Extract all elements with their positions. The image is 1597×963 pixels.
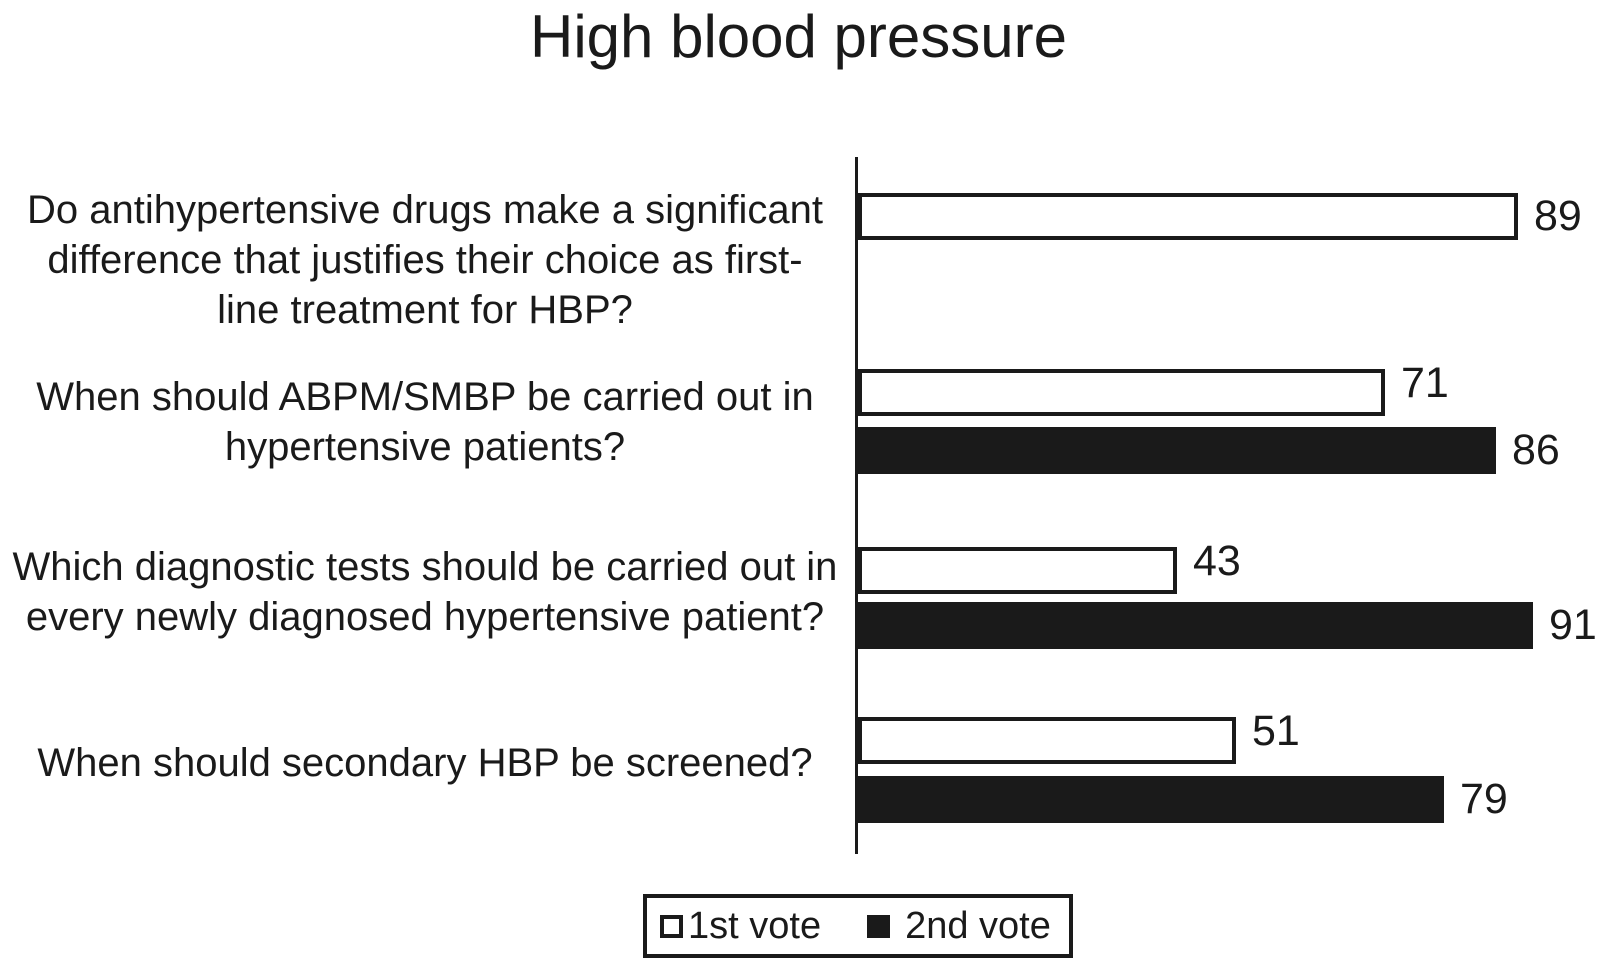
question-label-line: line treatment for HBP? bbox=[217, 288, 633, 332]
question-label-q3: Which diagnostic tests should be carried… bbox=[0, 542, 850, 642]
bar-2nd-vote-q3 bbox=[858, 602, 1533, 649]
bar-1st-vote-q4 bbox=[858, 717, 1236, 764]
bar-1st-vote-q3 bbox=[858, 547, 1177, 594]
question-label-line: When should secondary HBP be screened? bbox=[37, 741, 813, 785]
bar-value-label-1st-vote-q1: 89 bbox=[1534, 192, 1582, 240]
question-label-line: Which diagnostic tests should be carried… bbox=[12, 545, 838, 589]
legend-item-2nd-vote: 2nd vote bbox=[867, 905, 1051, 948]
y-axis-line bbox=[855, 157, 858, 854]
legend: 1st vote 2nd vote bbox=[643, 894, 1073, 958]
bar-1st-vote-q1 bbox=[858, 193, 1518, 240]
question-label-q1: Do antihypertensive drugs make a signifi… bbox=[0, 185, 850, 335]
legend-item-1st-vote: 1st vote bbox=[660, 905, 821, 948]
bar-value-label-2nd-vote-q4: 79 bbox=[1460, 775, 1508, 823]
chart-title: High blood pressure bbox=[530, 3, 1067, 70]
bar-value-label-2nd-vote-q2: 86 bbox=[1512, 426, 1560, 474]
bar-value-label-2nd-vote-q3: 91 bbox=[1549, 601, 1597, 649]
question-label-line: When should ABPM/SMBP be carried out in bbox=[36, 375, 814, 419]
bar-2nd-vote-q2 bbox=[858, 427, 1496, 474]
bar-value-label-1st-vote-q2: 71 bbox=[1401, 359, 1449, 407]
question-label-line: Do antihypertensive drugs make a signifi… bbox=[27, 188, 823, 232]
bar-2nd-vote-q4 bbox=[858, 776, 1444, 823]
question-label-line: hypertensive patients? bbox=[224, 425, 626, 469]
bar-value-label-1st-vote-q4: 51 bbox=[1252, 707, 1300, 755]
second-vote-swatch-icon bbox=[867, 914, 891, 938]
legend-label-2nd-vote: 2nd vote bbox=[905, 904, 1051, 947]
first-vote-swatch-icon bbox=[660, 914, 683, 938]
question-label-q4: When should secondary HBP be screened? bbox=[0, 738, 850, 788]
legend-label-1st-vote: 1st vote bbox=[688, 904, 822, 947]
question-label-q2: When should ABPM/SMBP be carried out in h… bbox=[0, 372, 850, 472]
bar-value-label-1st-vote-q3: 43 bbox=[1193, 537, 1241, 585]
question-label-line: difference that justifies their choice a… bbox=[47, 238, 803, 282]
question-label-line: every newly diagnosed hypertensive patie… bbox=[25, 595, 825, 639]
bar-1st-vote-q2 bbox=[858, 369, 1385, 416]
